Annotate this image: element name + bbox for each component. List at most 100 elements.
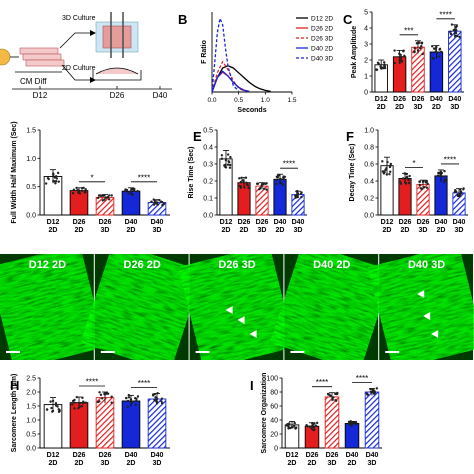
y-tick-label: 20 bbox=[270, 432, 278, 439]
data-point bbox=[389, 162, 393, 166]
data-point bbox=[56, 405, 59, 408]
data-point bbox=[54, 182, 57, 185]
x-tick-label: 3D bbox=[153, 227, 162, 234]
data-point bbox=[265, 182, 268, 185]
y-tick-label: 1 bbox=[364, 74, 368, 81]
data-point bbox=[81, 401, 85, 405]
data-point bbox=[108, 194, 111, 197]
data-point bbox=[382, 172, 386, 175]
data-point bbox=[134, 403, 137, 407]
x-tick-label: 1.5 bbox=[287, 97, 296, 104]
data-point bbox=[420, 42, 424, 45]
data-point bbox=[413, 46, 416, 50]
micrograph-title: D26 2D bbox=[124, 259, 161, 271]
micrograph-fibers bbox=[80, 254, 203, 360]
data-point bbox=[331, 398, 334, 401]
data-point bbox=[127, 393, 130, 397]
data-point bbox=[407, 181, 411, 185]
significance-label: **** bbox=[283, 160, 295, 169]
x-tick-label: 2D bbox=[75, 227, 84, 234]
x-tick-label: D40 bbox=[430, 96, 443, 103]
data-point bbox=[76, 188, 79, 192]
data-point bbox=[152, 203, 156, 206]
data-point bbox=[385, 173, 389, 176]
data-point bbox=[354, 420, 358, 424]
bar-h-4 bbox=[147, 398, 167, 449]
data-point bbox=[459, 188, 462, 191]
data-point bbox=[110, 395, 113, 398]
data-point bbox=[226, 153, 230, 156]
y-tick-label: 0.5 bbox=[203, 128, 213, 135]
data-point bbox=[129, 190, 132, 193]
x-tick-label: D12 bbox=[375, 96, 388, 103]
x-tick-label: D40 bbox=[151, 452, 164, 459]
culture-stack-icon bbox=[19, 47, 65, 67]
data-point bbox=[49, 400, 52, 403]
data-point bbox=[439, 170, 443, 174]
data-point bbox=[52, 179, 55, 183]
micrograph-0: D12 2D bbox=[0, 254, 106, 360]
data-point bbox=[275, 182, 278, 186]
data-point bbox=[291, 426, 294, 429]
data-point bbox=[71, 403, 74, 406]
data-point bbox=[312, 426, 316, 429]
x-tick-label: D26 bbox=[256, 219, 269, 226]
data-point bbox=[449, 32, 453, 36]
data-point bbox=[432, 57, 435, 60]
legend-entry: D26 3D bbox=[311, 36, 333, 43]
data-point bbox=[386, 160, 389, 164]
data-point bbox=[101, 397, 104, 400]
data-point bbox=[81, 396, 84, 399]
data-point bbox=[422, 180, 425, 183]
data-point bbox=[404, 182, 408, 185]
y-axis-label: F Ratio bbox=[201, 40, 208, 64]
data-point bbox=[102, 193, 106, 197]
y-axis-label: Peak Amplitude bbox=[351, 26, 358, 78]
data-point bbox=[335, 399, 338, 402]
data-point bbox=[97, 196, 100, 200]
data-point bbox=[399, 182, 403, 185]
data-point bbox=[126, 399, 130, 403]
x-tick-label: 3D bbox=[328, 460, 337, 467]
data-point bbox=[51, 399, 55, 403]
stem-cell-icon bbox=[0, 48, 11, 66]
bar-h-3 bbox=[121, 400, 141, 449]
data-point bbox=[314, 424, 318, 427]
data-point bbox=[454, 188, 457, 192]
arrowhead-icon bbox=[249, 330, 257, 338]
data-point bbox=[407, 179, 410, 182]
y-tick-label: 0 bbox=[364, 90, 368, 97]
data-point bbox=[240, 176, 243, 180]
arrow-3d bbox=[59, 32, 90, 49]
data-point bbox=[276, 174, 280, 178]
micrograph-row: G D12 2D D26 2D D26 3D D40 2D D40 3D bbox=[0, 254, 474, 360]
data-point bbox=[420, 45, 423, 48]
bar-h-1 bbox=[69, 402, 89, 449]
data-point bbox=[438, 55, 441, 58]
data-point bbox=[382, 66, 385, 70]
data-point bbox=[462, 188, 465, 191]
data-point bbox=[375, 68, 378, 71]
data-point bbox=[336, 391, 339, 395]
data-point bbox=[450, 23, 454, 26]
x-tick-label: 2D bbox=[401, 227, 410, 234]
legend-entry: D26 2D bbox=[311, 26, 333, 33]
data-point bbox=[227, 160, 230, 163]
data-point bbox=[150, 200, 153, 203]
data-point bbox=[100, 194, 103, 197]
data-point bbox=[442, 175, 446, 178]
data-point bbox=[129, 398, 133, 401]
timeline-d12: D12 bbox=[33, 91, 48, 100]
data-point bbox=[98, 400, 101, 403]
panel-label-i: I bbox=[250, 378, 254, 393]
data-point bbox=[54, 179, 58, 183]
micrograph-fibers bbox=[367, 254, 474, 360]
x-tick-label: 3D bbox=[368, 460, 377, 467]
data-point bbox=[134, 397, 137, 400]
data-point bbox=[418, 183, 421, 187]
data-point bbox=[275, 178, 278, 182]
x-tick-label: D12 bbox=[286, 452, 299, 459]
data-point bbox=[350, 423, 354, 427]
data-point bbox=[238, 177, 241, 180]
